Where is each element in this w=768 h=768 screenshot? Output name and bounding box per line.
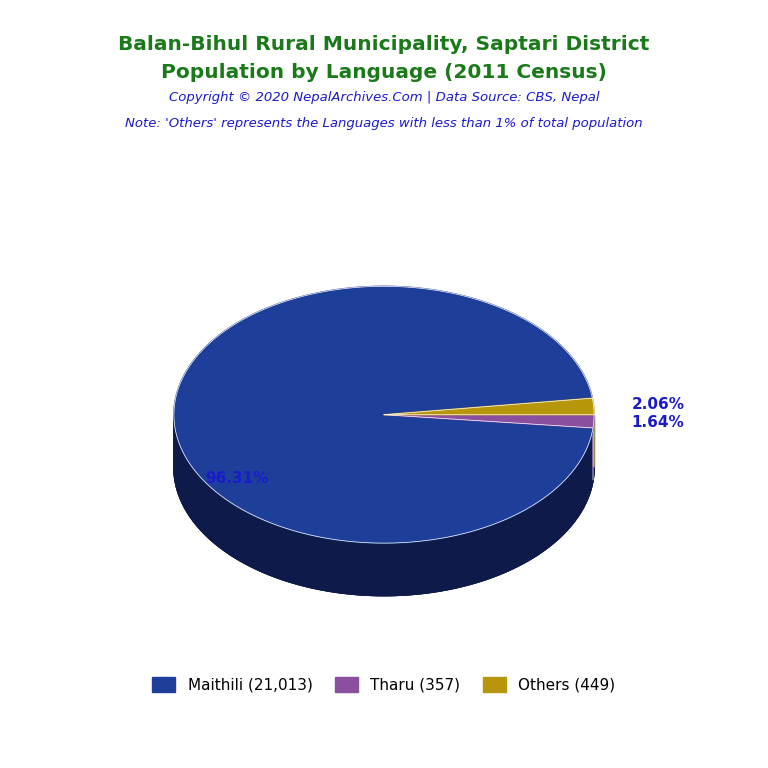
Polygon shape: [174, 415, 594, 596]
Polygon shape: [593, 415, 594, 481]
Polygon shape: [174, 415, 593, 596]
Text: Population by Language (2011 Census): Population by Language (2011 Census): [161, 63, 607, 82]
Legend: Maithili (21,013), Tharu (357), Others (449): Maithili (21,013), Tharu (357), Others (…: [146, 670, 622, 699]
Polygon shape: [384, 398, 594, 415]
Text: 1.64%: 1.64%: [631, 415, 684, 430]
Text: Note: 'Others' represents the Languages with less than 1% of total population: Note: 'Others' represents the Languages …: [125, 117, 643, 130]
Polygon shape: [174, 467, 594, 596]
Text: Copyright © 2020 NepalArchives.Com | Data Source: CBS, Nepal: Copyright © 2020 NepalArchives.Com | Dat…: [169, 91, 599, 104]
Text: 2.06%: 2.06%: [631, 398, 684, 412]
Text: Balan-Bihul Rural Municipality, Saptari District: Balan-Bihul Rural Municipality, Saptari …: [118, 35, 650, 54]
Text: 96.31%: 96.31%: [205, 472, 269, 486]
Polygon shape: [174, 286, 593, 543]
Polygon shape: [384, 415, 594, 428]
